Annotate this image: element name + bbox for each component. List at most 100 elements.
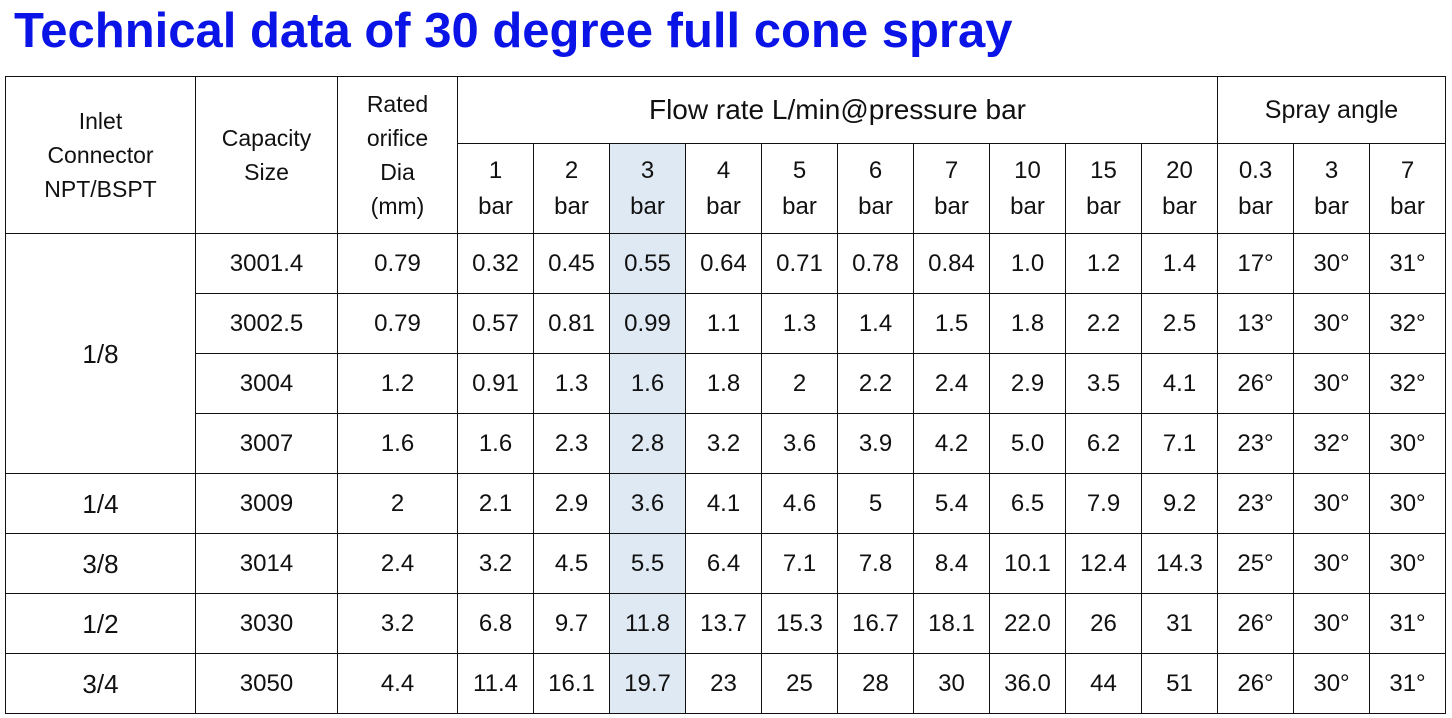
spray-angle-cell: 30° (1369, 413, 1446, 474)
spray-angle-cell: 30° (1293, 473, 1370, 534)
spray-angle-cell: 30° (1293, 593, 1370, 654)
orifice-dia-cell: 1.2 (337, 353, 458, 414)
table-row: 3/8 3014 2.4 3.2 4.5 5.5 6.4 7.1 7.8 8.4 10.1 12.4 1… (5, 533, 1446, 594)
header-capacity-size: Capacity Size (195, 76, 338, 234)
spray-angle-cell: 17° (1217, 233, 1294, 294)
flow-rate-cell: 2 (761, 353, 838, 414)
flow-rate-cell: 31 (1141, 593, 1218, 654)
flow-rate-cell: 1.5 (913, 293, 990, 354)
flow-rate-cell: 12.4 (1065, 533, 1142, 594)
orifice-dia-cell: 2 (337, 473, 458, 534)
flow-pressure-header: 15 bar (1065, 143, 1142, 234)
capacity-size-cell: 3009 (195, 473, 338, 534)
flow-rate-cell: 7.1 (1141, 413, 1218, 474)
capacity-size-cell: 3050 (195, 653, 338, 714)
table-row: 1/8 3001.4 0.79 0.32 0.45 0.55 0.64 0.71 0.78 0.8… (5, 233, 1446, 474)
pressure-unit: bar (934, 192, 969, 220)
pressure-value: 4 (716, 156, 731, 184)
flow-rate-cell: 2.8 (609, 413, 686, 474)
flow-rate-cell: 0.81 (533, 293, 610, 354)
capacity-size-cell: 3004 (195, 353, 338, 414)
flow-rate-cell: 1.3 (761, 293, 838, 354)
orifice-dia-cell: 3.2 (337, 593, 458, 654)
capacity-size-cell: 3002.5 (195, 293, 338, 354)
flow-rate-cell: 0.84 (913, 233, 990, 294)
capacity-size-cell: 3030 (195, 593, 338, 654)
spray-angle-cell: 30° (1369, 473, 1446, 534)
flow-rate-cell: 1.0 (989, 233, 1066, 294)
flow-rate-cell: 6.2 (1065, 413, 1142, 474)
flow-rate-cell: 2.1 (457, 473, 534, 534)
pressure-value: 3 (1324, 156, 1339, 184)
pressure-value: 3 (640, 156, 655, 184)
table-row: 3002.5 0.79 0.57 0.81 0.99 1.1 1.3 1.4 1.5 1.8 2.2… (6, 293, 1446, 354)
flow-rate-cell: 5.0 (989, 413, 1066, 474)
flow-rate-cell: 1.1 (685, 293, 762, 354)
flow-rate-cell: 2.5 (1141, 293, 1218, 354)
flow-rate-cell: 4.1 (1141, 353, 1218, 414)
pressure-unit: bar (706, 192, 741, 220)
flow-rate-cell: 0.71 (761, 233, 838, 294)
flow-rate-cell: 3.6 (761, 413, 838, 474)
flow-rate-cell: 0.78 (837, 233, 914, 294)
flow-rate-cell: 25 (761, 653, 838, 714)
flow-rate-cell: 2.3 (533, 413, 610, 474)
flow-rate-cell: 5.5 (609, 533, 686, 594)
flow-rate-cell: 3.5 (1065, 353, 1142, 414)
spray-angle-cell: 26° (1217, 653, 1294, 714)
flow-rate-cell: 4.2 (913, 413, 990, 474)
header-spray-angle: Spray angle (1217, 76, 1446, 144)
spray-angle-cell: 31° (1369, 233, 1446, 294)
angle-pressure-header: 3 bar (1293, 143, 1370, 234)
angle-pressure-header: 0.3 bar (1217, 143, 1294, 234)
flow-rate-cell: 0.64 (685, 233, 762, 294)
connector-cell: 1/2 (5, 593, 196, 654)
angle-pressure-header: 7 bar (1369, 143, 1446, 234)
flow-pressure-header: 2 bar (533, 143, 610, 234)
pressure-value: 7 (944, 156, 959, 184)
header-orifice-dia: Rated orifice Dia (mm) (337, 76, 458, 234)
flow-rate-cell: 3.6 (609, 473, 686, 534)
flow-rate-cell: 5.4 (913, 473, 990, 534)
flow-rate-cell: 0.99 (609, 293, 686, 354)
pressure-value: 1 (488, 156, 503, 184)
flow-rate-cell: 19.7 (609, 653, 686, 714)
pressure-unit: bar (554, 192, 589, 220)
pressure-unit: bar (858, 192, 893, 220)
flow-rate-cell: 0.91 (457, 353, 534, 414)
connector-cell: 1/8 (5, 233, 196, 474)
spray-angle-cell: 32° (1369, 353, 1446, 414)
flow-rate-cell: 4.5 (533, 533, 610, 594)
flow-rate-cell: 1.2 (1065, 233, 1142, 294)
spray-angle-cell: 23° (1217, 473, 1294, 534)
flow-rate-cell: 7.9 (1065, 473, 1142, 534)
pressure-value: 10 (1014, 156, 1041, 184)
spray-angle-cell: 30° (1293, 353, 1370, 414)
flow-rate-cell: 1.8 (989, 293, 1066, 354)
orifice-dia-cell: 4.4 (337, 653, 458, 714)
flow-rate-cell: 1.6 (457, 413, 534, 474)
flow-rate-cell: 9.2 (1141, 473, 1218, 534)
pressure-unit: bar (1238, 192, 1273, 220)
flow-rate-cell: 5 (837, 473, 914, 534)
flow-pressure-header: 1 bar (457, 143, 534, 234)
spray-angle-cell: 30° (1293, 233, 1370, 294)
flow-rate-cell: 6.4 (685, 533, 762, 594)
flow-rate-cell: 2.9 (533, 473, 610, 534)
flow-rate-cell: 4.1 (685, 473, 762, 534)
pressure-value: 5 (792, 156, 807, 184)
flow-rate-cell: 30 (913, 653, 990, 714)
pressure-unit: bar (1390, 192, 1425, 220)
flow-rate-cell: 0.32 (457, 233, 534, 294)
flow-rate-cell: 0.57 (457, 293, 534, 354)
flow-rate-cell: 14.3 (1141, 533, 1218, 594)
flow-pressure-header: 20 bar (1141, 143, 1218, 234)
capacity-size-cell: 3014 (195, 533, 338, 594)
flow-rate-cell: 0.55 (609, 233, 686, 294)
pressure-value: 0.3 (1238, 156, 1273, 184)
flow-rate-cell: 16.7 (837, 593, 914, 654)
spray-angle-cell: 30° (1369, 533, 1446, 594)
table-row: 3007 1.6 1.6 2.3 2.8 3.2 3.6 3.9 4.2 5.0 6.2 7.1 23°… (6, 413, 1446, 474)
pressure-value: 15 (1090, 156, 1117, 184)
pressure-unit: bar (1010, 192, 1045, 220)
